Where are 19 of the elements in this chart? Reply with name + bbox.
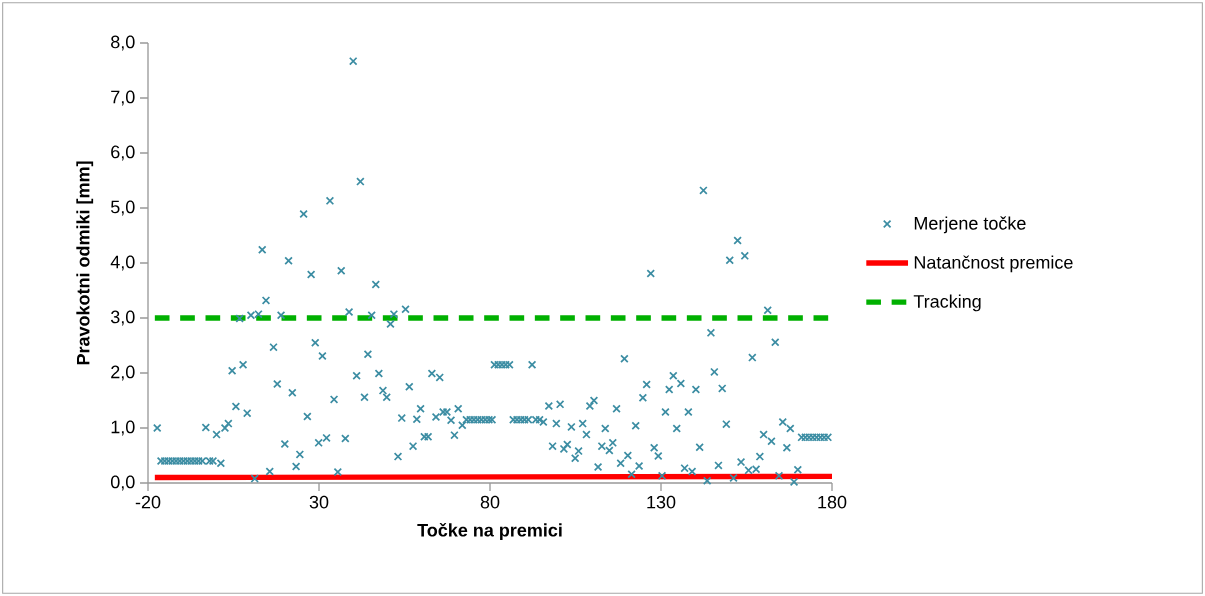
y-tick-label: 6,0 (111, 145, 135, 161)
y-tick-label: 4,0 (110, 255, 135, 271)
x-tick-label: -20 (135, 495, 161, 509)
x-tick-label: 130 (647, 495, 676, 509)
y-axis-title: Pravokotni odmiki [mm] (76, 161, 94, 365)
y-tick-label: 7,0 (111, 90, 135, 106)
legend-label: Merjene točke (914, 216, 1026, 234)
y-tick-label: 1,0 (111, 420, 135, 436)
legend-label: Natančnost premice (914, 255, 1073, 273)
legend-label: Tracking (913, 294, 981, 312)
y-tick-label: 3,0 (110, 310, 135, 326)
x-tick-label: 180 (818, 495, 847, 509)
y-tick-label: 5,0 (110, 200, 135, 216)
x-tick-label: 80 (480, 495, 500, 509)
y-tick-label: 0,0 (110, 475, 135, 491)
x-axis-title: Točke na premici (417, 522, 562, 541)
y-tick-label: 2,0 (111, 365, 135, 381)
x-tick-label: 30 (309, 495, 329, 509)
y-tick-label: 8,0 (111, 35, 135, 51)
